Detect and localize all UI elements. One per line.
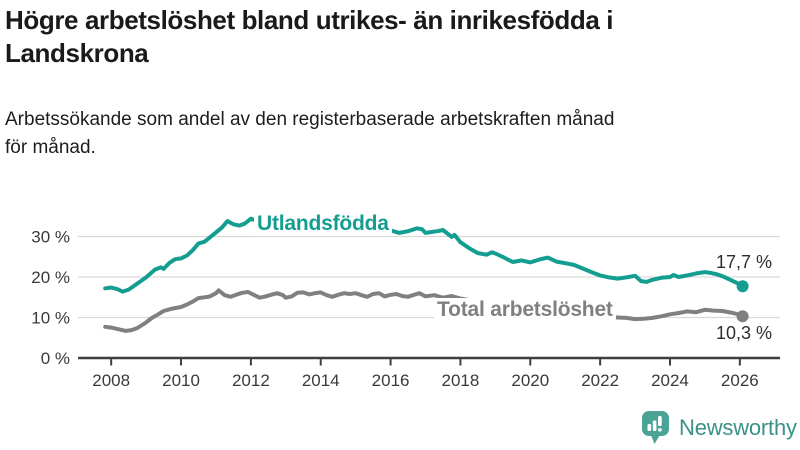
series-label-utlandsfodda: Utlandsfödda	[254, 212, 392, 236]
series-endpoint-dot-1	[736, 310, 749, 323]
y-tick-label: 30 %	[31, 228, 70, 247]
newsworthy-logo-text: Newsworthy	[679, 414, 797, 440]
newsworthy-bubble-icon	[642, 411, 669, 444]
x-tick-label: 2010	[162, 371, 200, 390]
x-tick-label: 2018	[442, 371, 480, 390]
x-tick-label: 2014	[302, 371, 340, 390]
end-value-label-utlandsfodda: 17,7 %	[715, 252, 772, 272]
x-tick-label: 2022	[581, 371, 619, 390]
x-tick-label: 2024	[651, 371, 689, 390]
x-tick-label: 2016	[372, 371, 410, 390]
series-line-1	[103, 288, 745, 333]
x-tick-label: 2012	[232, 371, 270, 390]
series-line-0	[103, 216, 745, 294]
newsworthy-logo: Newsworthy	[641, 410, 797, 445]
line-chart: 0 % 10 % 20 % 30 % 2008 2010 2012 2014 2016 2018 2…	[31, 216, 780, 390]
end-value-label-total: 10,3 %	[715, 323, 772, 343]
series-endpoint-dot-0	[736, 280, 749, 293]
y-tick-label: 0 %	[41, 349, 70, 368]
series-label-total-arbetsloshet: Total arbetslöshet	[434, 298, 616, 322]
y-tick-label: 10 %	[31, 309, 70, 328]
page-title: Högre arbetslöshet bland utrikes- än inr…	[5, 5, 614, 68]
x-tick-label: 2008	[92, 371, 130, 390]
x-tick-label: 2026	[721, 371, 759, 390]
x-tick-label: 2020	[511, 371, 549, 390]
y-tick-label: 20 %	[31, 268, 70, 287]
chart-subtitle: Arbetssökande som andel av den registerb…	[5, 109, 615, 158]
